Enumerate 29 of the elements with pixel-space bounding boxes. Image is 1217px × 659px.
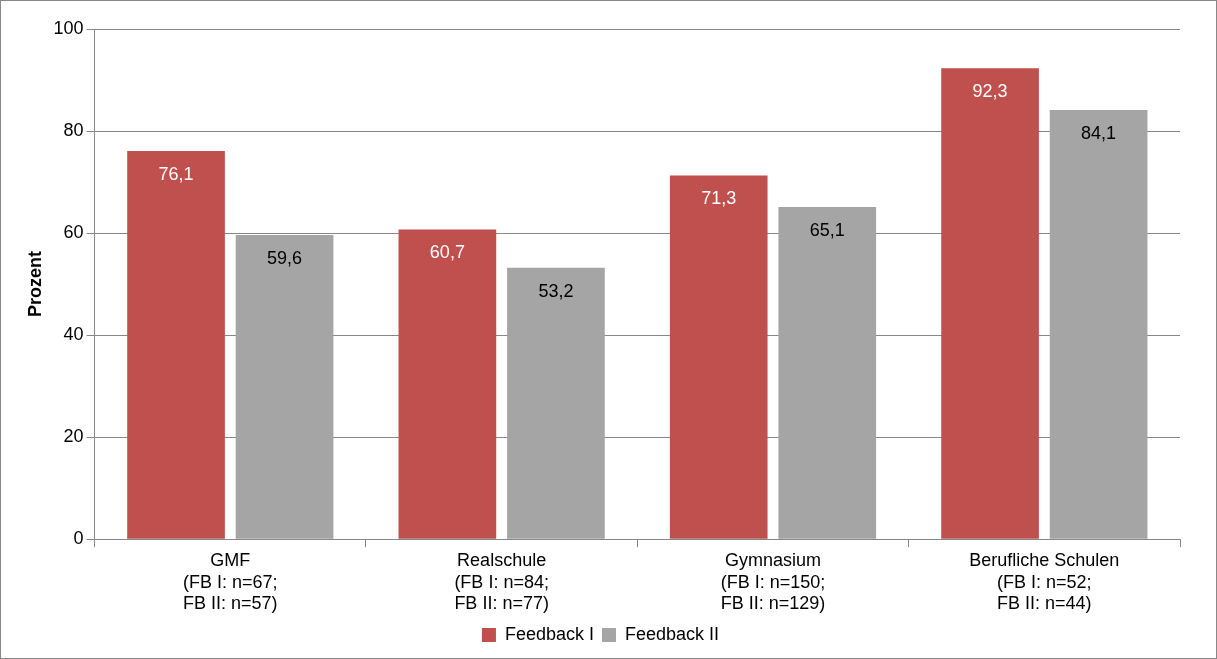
bar [127, 150, 225, 539]
x-tick-label: GMF (FB I: n=67; FB II: n=57) [183, 549, 278, 614]
x-tick-label: Gymnasium (FB I: n=150; FB II: n=129) [720, 549, 826, 614]
bar [507, 267, 605, 539]
y-tick-label: 0 [73, 528, 84, 549]
data-label: 65,1 [809, 220, 845, 241]
bar [669, 175, 768, 539]
y-axis-title: Prozent [24, 251, 45, 318]
bar [941, 68, 1039, 539]
y-tick-label: 80 [63, 120, 84, 141]
data-label: 71,3 [701, 188, 737, 209]
bar [778, 207, 877, 539]
data-label: 84,1 [1081, 123, 1117, 144]
y-tick-label: 40 [63, 324, 84, 345]
data-label: 60,7 [429, 242, 465, 263]
x-tick-label: Berufliche Schulen (FB I: n=52; FB II: n=44) [969, 549, 1120, 614]
bar [235, 235, 334, 539]
x-tick-label: Realschule (FB I: n=84; FB II: n=77) [454, 549, 549, 614]
bar [1049, 110, 1148, 539]
data-label: 92,3 [972, 81, 1008, 102]
bar [398, 229, 497, 539]
data-label: 53,2 [538, 280, 574, 301]
legend-label: Feedback I [504, 623, 595, 644]
y-tick-label: 60 [63, 222, 84, 243]
data-label: 76,1 [158, 163, 194, 184]
y-tick-label: 100 [53, 17, 84, 38]
data-label: 59,6 [267, 248, 303, 269]
legend-label: Feedback II [625, 623, 720, 644]
y-tick-label: 20 [63, 426, 84, 447]
